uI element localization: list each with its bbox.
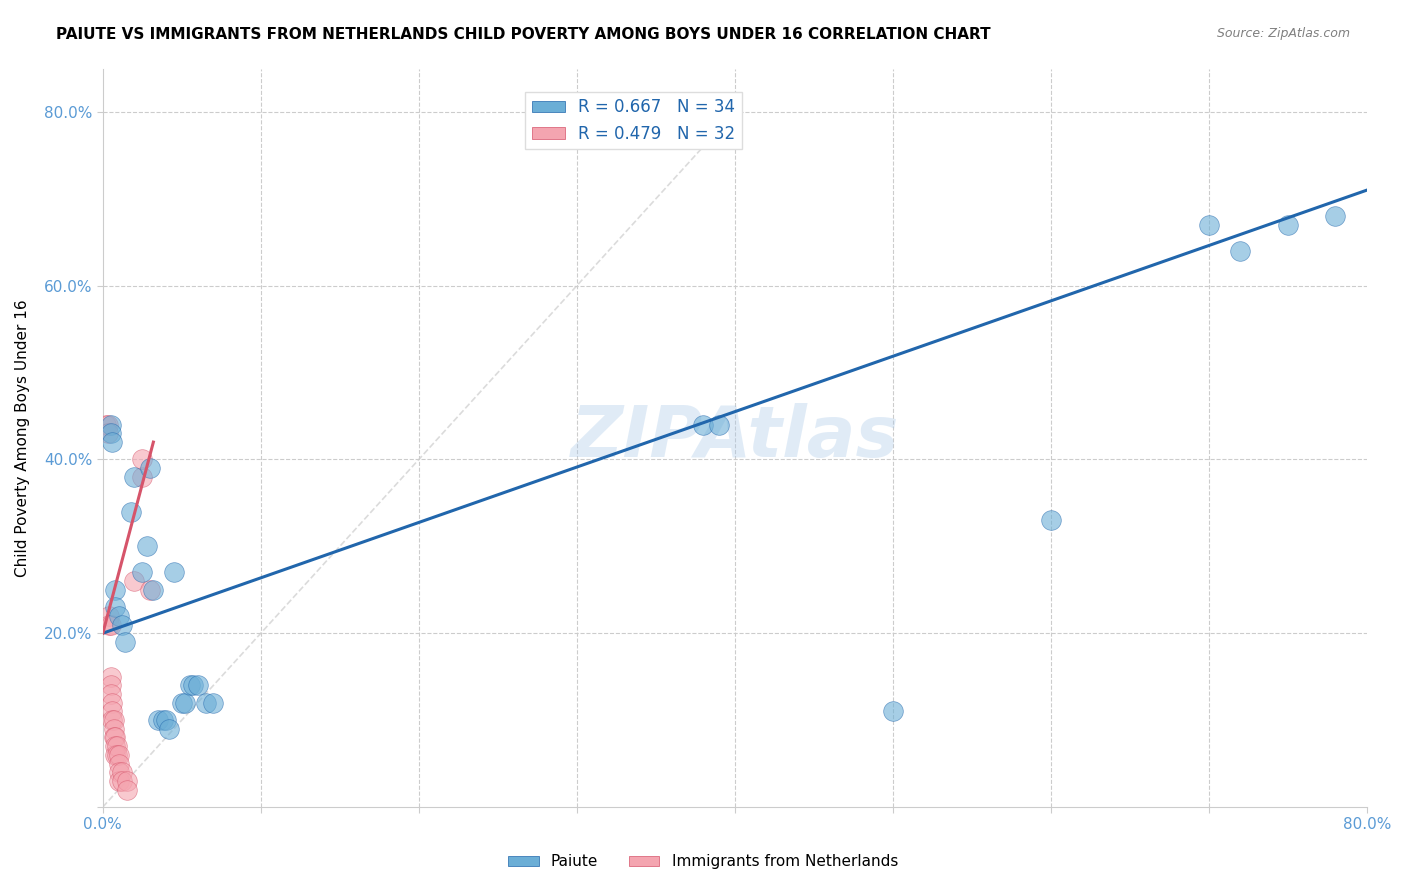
Point bbox=[100, 417, 122, 432]
Point bbox=[202, 696, 225, 710]
Point bbox=[115, 782, 138, 797]
Point bbox=[142, 582, 165, 597]
Point bbox=[115, 773, 138, 788]
Point bbox=[104, 739, 127, 754]
Point bbox=[100, 617, 122, 632]
Point bbox=[101, 713, 124, 727]
Point bbox=[101, 435, 124, 450]
Point bbox=[107, 773, 129, 788]
Point bbox=[96, 417, 118, 432]
Point bbox=[124, 470, 146, 484]
Point bbox=[104, 582, 127, 597]
Point bbox=[103, 731, 125, 745]
Point bbox=[111, 765, 134, 780]
Point bbox=[163, 566, 186, 580]
Point bbox=[100, 678, 122, 692]
Point bbox=[114, 635, 136, 649]
Legend: R = 0.667   N = 34, R = 0.479   N = 32: R = 0.667 N = 34, R = 0.479 N = 32 bbox=[524, 92, 742, 149]
Point bbox=[152, 713, 174, 727]
Point bbox=[1039, 513, 1062, 527]
Point bbox=[1324, 209, 1347, 223]
Point bbox=[179, 678, 201, 692]
Point bbox=[98, 608, 121, 623]
Point bbox=[107, 756, 129, 771]
Point bbox=[103, 722, 125, 736]
Point bbox=[707, 417, 730, 432]
Point bbox=[100, 687, 122, 701]
Point bbox=[101, 696, 124, 710]
Point bbox=[882, 705, 904, 719]
Point bbox=[174, 696, 197, 710]
Point bbox=[155, 713, 177, 727]
Point bbox=[100, 426, 122, 441]
Text: Source: ZipAtlas.com: Source: ZipAtlas.com bbox=[1216, 27, 1350, 40]
Point bbox=[194, 696, 217, 710]
Point bbox=[105, 747, 128, 762]
Point bbox=[131, 470, 153, 484]
Point bbox=[181, 678, 204, 692]
Point bbox=[107, 747, 129, 762]
Point bbox=[94, 417, 117, 432]
Point bbox=[96, 426, 118, 441]
Point bbox=[146, 713, 169, 727]
Point bbox=[104, 731, 127, 745]
Point bbox=[187, 678, 209, 692]
Point bbox=[131, 452, 153, 467]
Point bbox=[105, 739, 128, 754]
Y-axis label: Child Poverty Among Boys Under 16: Child Poverty Among Boys Under 16 bbox=[15, 299, 30, 576]
Point bbox=[103, 713, 125, 727]
Point bbox=[139, 461, 162, 475]
Point bbox=[1277, 218, 1299, 232]
Point bbox=[170, 696, 193, 710]
Point bbox=[120, 505, 142, 519]
Point bbox=[1198, 218, 1220, 232]
Point bbox=[111, 773, 134, 788]
Point bbox=[124, 574, 146, 588]
Point bbox=[692, 417, 714, 432]
Text: ZIPAtlas: ZIPAtlas bbox=[571, 403, 898, 472]
Point bbox=[1229, 244, 1251, 258]
Point bbox=[136, 539, 159, 553]
Text: PAIUTE VS IMMIGRANTS FROM NETHERLANDS CHILD POVERTY AMONG BOYS UNDER 16 CORRELAT: PAIUTE VS IMMIGRANTS FROM NETHERLANDS CH… bbox=[56, 27, 991, 42]
Point bbox=[131, 566, 153, 580]
Point bbox=[157, 722, 180, 736]
Point bbox=[107, 765, 129, 780]
Point bbox=[139, 582, 162, 597]
Legend: Paiute, Immigrants from Netherlands: Paiute, Immigrants from Netherlands bbox=[502, 848, 904, 875]
Point bbox=[111, 617, 134, 632]
Point bbox=[101, 705, 124, 719]
Point bbox=[104, 600, 127, 615]
Point bbox=[104, 747, 127, 762]
Point bbox=[98, 617, 121, 632]
Point bbox=[100, 670, 122, 684]
Point bbox=[107, 608, 129, 623]
